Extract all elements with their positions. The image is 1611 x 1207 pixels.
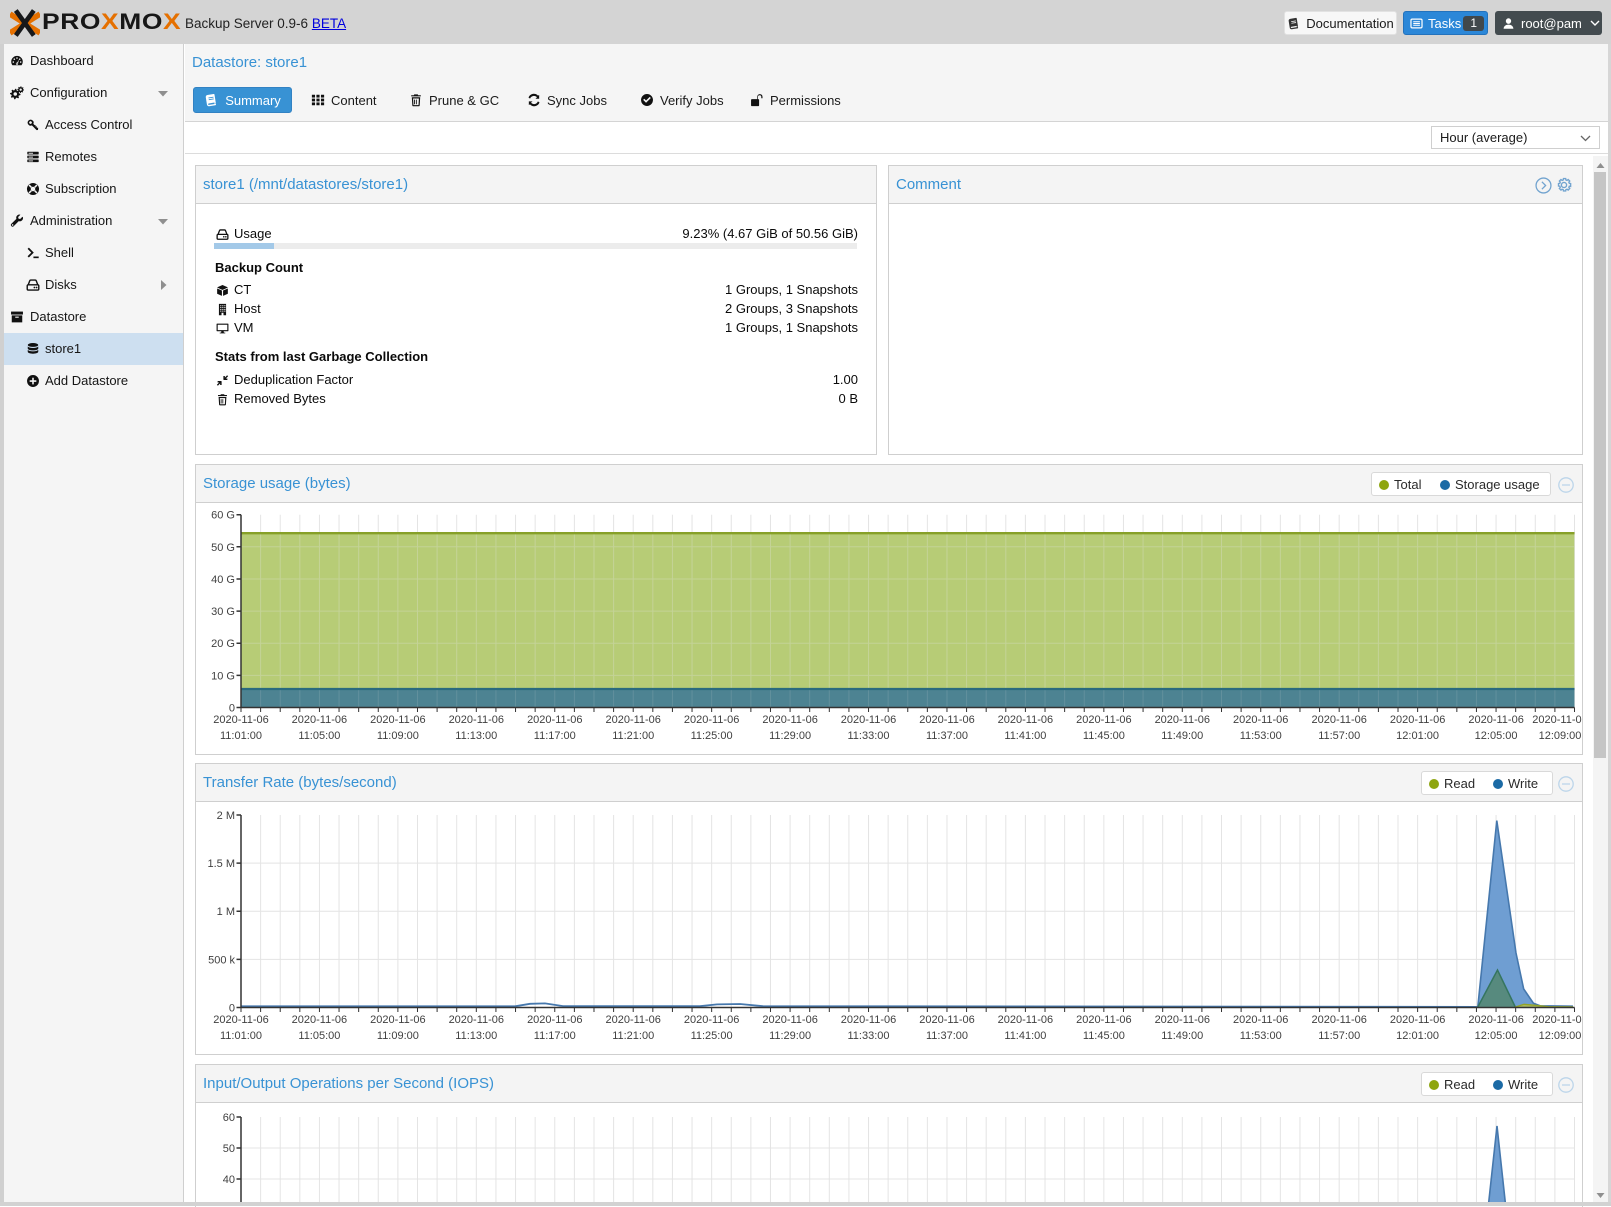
svg-text:11:01:00: 11:01:00: [220, 730, 262, 742]
svg-text:2020-11-06: 2020-11-06: [1233, 714, 1288, 726]
svg-text:2020-11-06: 2020-11-06: [841, 714, 896, 726]
svg-text:2020-11-06: 2020-11-06: [919, 1014, 974, 1026]
svg-text:2020-11-06: 2020-11-06: [292, 714, 347, 726]
svg-text:50: 50: [223, 1143, 235, 1155]
svg-text:2020-11-06: 2020-11-06: [684, 714, 739, 726]
svg-text:2020-11-06: 2020-11-06: [605, 714, 660, 726]
svg-text:11:29:00: 11:29:00: [769, 1030, 811, 1042]
svg-text:12:05:00: 12:05:00: [1475, 1030, 1518, 1042]
svg-text:2020-11-06: 2020-11-06: [1468, 714, 1523, 726]
svg-text:2020-11-06: 2020-11-06: [762, 714, 817, 726]
svg-text:2020-11-06: 2020-11-06: [370, 1014, 425, 1026]
svg-text:2020-11-06: 2020-11-06: [1311, 1014, 1366, 1026]
svg-text:11:53:00: 11:53:00: [1240, 1030, 1282, 1042]
svg-text:1.5 M: 1.5 M: [207, 858, 235, 870]
svg-text:2020-11-06: 2020-11-06: [1155, 714, 1210, 726]
svg-text:2020-11-06: 2020-11-06: [998, 714, 1053, 726]
svg-text:11:17:00: 11:17:00: [534, 1030, 576, 1042]
svg-text:11:53:00: 11:53:00: [1240, 730, 1282, 742]
svg-text:11:33:00: 11:33:00: [847, 1030, 889, 1042]
svg-text:11:21:00: 11:21:00: [612, 730, 654, 742]
svg-text:2020-11-06: 2020-11-06: [1076, 1014, 1131, 1026]
svg-text:11:01:00: 11:01:00: [220, 1030, 262, 1042]
svg-text:60: 60: [223, 1112, 235, 1124]
svg-text:2020-11-06: 2020-11-06: [213, 1014, 268, 1026]
svg-text:2020-11-06: 2020-11-06: [1155, 1014, 1210, 1026]
svg-text:11:05:00: 11:05:00: [298, 730, 340, 742]
svg-text:2020-11-06: 2020-11-06: [292, 1014, 347, 1026]
svg-text:11:41:00: 11:41:00: [1004, 730, 1046, 742]
svg-text:11:13:00: 11:13:00: [455, 1030, 497, 1042]
svg-text:2020-11-06: 2020-11-06: [762, 1014, 817, 1026]
svg-text:2020-11-06: 2020-11-06: [841, 1014, 896, 1026]
svg-text:11:29:00: 11:29:00: [769, 730, 811, 742]
svg-text:10 G: 10 G: [211, 670, 235, 682]
svg-text:2020-11-06: 2020-11-06: [1233, 1014, 1288, 1026]
svg-text:2020-11-06: 2020-11-06: [213, 714, 268, 726]
svg-text:11:09:00: 11:09:00: [377, 1030, 419, 1042]
svg-text:12:09:00: 12:09:00: [1539, 730, 1582, 742]
svg-text:60 G: 60 G: [211, 510, 235, 522]
svg-text:2020-11-06: 2020-11-06: [919, 714, 974, 726]
svg-text:11:21:00: 11:21:00: [612, 1030, 654, 1042]
svg-text:11:49:00: 11:49:00: [1161, 730, 1203, 742]
svg-text:11:13:00: 11:13:00: [455, 730, 497, 742]
svg-text:2020-11-06: 2020-11-06: [684, 1014, 739, 1026]
svg-text:40: 40: [223, 1174, 235, 1186]
svg-text:11:37:00: 11:37:00: [926, 730, 968, 742]
svg-text:2020-11-06: 2020-11-06: [1076, 714, 1131, 726]
svg-text:11:45:00: 11:45:00: [1083, 730, 1125, 742]
svg-text:12:01:00: 12:01:00: [1396, 1030, 1439, 1042]
svg-text:30 G: 30 G: [211, 606, 235, 618]
svg-text:2020-11-06: 2020-11-06: [527, 714, 582, 726]
svg-text:12:09:00: 12:09:00: [1539, 1030, 1582, 1042]
svg-text:1 M: 1 M: [217, 906, 235, 918]
svg-text:11:49:00: 11:49:00: [1161, 1030, 1203, 1042]
svg-text:2020-11-06: 2020-11-06: [449, 714, 504, 726]
svg-text:40 G: 40 G: [211, 574, 235, 586]
svg-text:11:41:00: 11:41:00: [1004, 1030, 1046, 1042]
svg-text:2020-11-06: 2020-11-06: [1468, 1014, 1523, 1026]
svg-text:2020-11-06: 2020-11-06: [527, 1014, 582, 1026]
svg-text:0: 0: [229, 703, 235, 715]
svg-text:11:45:00: 11:45:00: [1083, 1030, 1125, 1042]
svg-text:11:05:00: 11:05:00: [298, 1030, 340, 1042]
svg-text:2020-11-06: 2020-11-06: [370, 714, 425, 726]
svg-text:11:25:00: 11:25:00: [691, 1030, 733, 1042]
svg-text:2020-11-06: 2020-11-06: [605, 1014, 660, 1026]
svg-text:11:37:00: 11:37:00: [926, 1030, 968, 1042]
svg-text:2020-11-06: 2020-11-06: [1390, 1014, 1445, 1026]
svg-text:2020-11-06: 2020-11-06: [449, 1014, 504, 1026]
svg-text:50 G: 50 G: [211, 542, 235, 554]
svg-text:11:25:00: 11:25:00: [691, 730, 733, 742]
svg-text:2020-11-06: 2020-11-06: [1532, 714, 1582, 726]
svg-text:11:57:00: 11:57:00: [1318, 1030, 1360, 1042]
svg-text:500 k: 500 k: [208, 954, 235, 966]
svg-text:2020-11-06: 2020-11-06: [998, 1014, 1053, 1026]
svg-text:20 G: 20 G: [211, 638, 235, 650]
svg-text:0: 0: [229, 1003, 235, 1015]
svg-text:12:05:00: 12:05:00: [1475, 730, 1518, 742]
svg-text:2020-11-06: 2020-11-06: [1390, 714, 1445, 726]
svg-text:2020-11-06: 2020-11-06: [1311, 714, 1366, 726]
svg-text:2020-11-06: 2020-11-06: [1532, 1014, 1582, 1026]
svg-text:11:33:00: 11:33:00: [847, 730, 889, 742]
svg-text:11:57:00: 11:57:00: [1318, 730, 1360, 742]
svg-text:11:17:00: 11:17:00: [534, 730, 576, 742]
svg-text:2 M: 2 M: [217, 810, 235, 822]
svg-text:11:09:00: 11:09:00: [377, 730, 419, 742]
svg-text:12:01:00: 12:01:00: [1396, 730, 1439, 742]
